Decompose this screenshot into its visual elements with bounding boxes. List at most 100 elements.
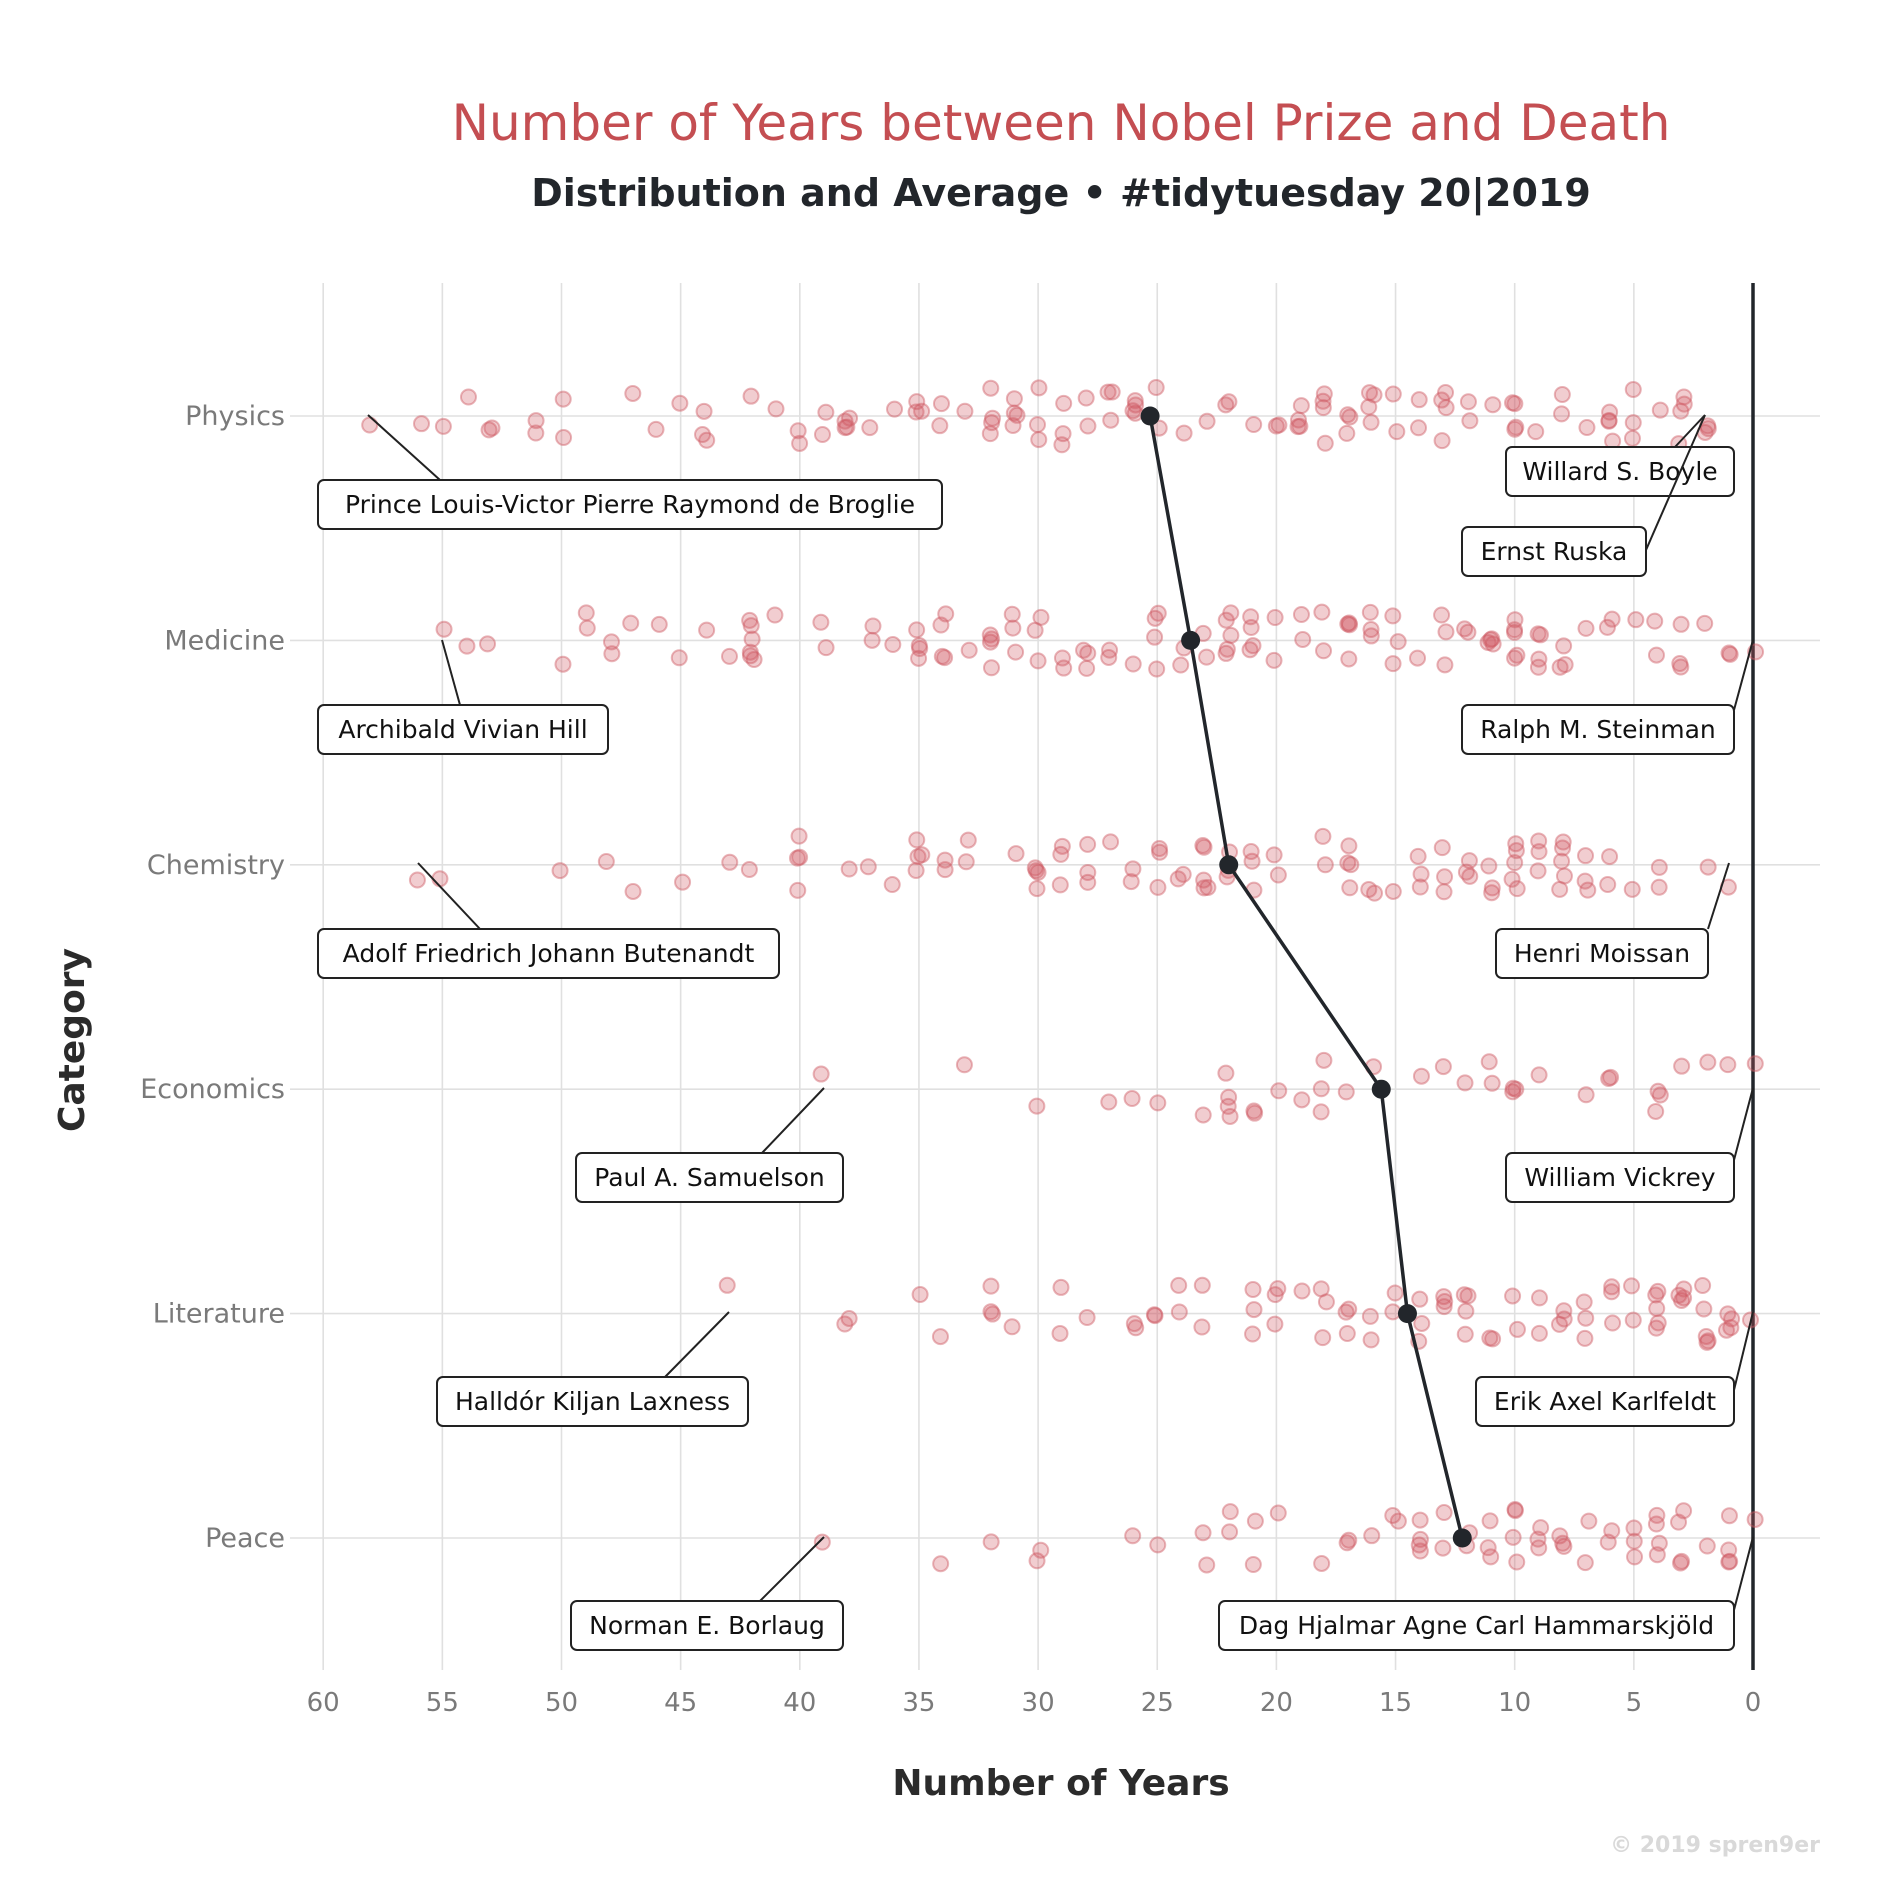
- data-point: [1531, 626, 1549, 644]
- data-point: [1149, 1536, 1167, 1554]
- data-point: [1409, 649, 1427, 667]
- data-point: [1217, 1064, 1235, 1082]
- data-point: [670, 649, 688, 667]
- data-point: [984, 409, 1002, 427]
- data-point: [1411, 878, 1429, 896]
- annotation-box: [1495, 928, 1709, 979]
- data-point: [1007, 643, 1025, 661]
- data-point: [1580, 1512, 1598, 1530]
- data-point: [1556, 656, 1574, 674]
- data-point: [434, 417, 452, 435]
- data-point: [1078, 659, 1096, 677]
- data-point: [1242, 843, 1260, 861]
- data-point: [1220, 393, 1238, 411]
- data-point: [1508, 1320, 1526, 1338]
- data-point: [577, 604, 595, 622]
- data-point: [647, 420, 665, 438]
- data-point: [1434, 1539, 1452, 1557]
- data-point: [1337, 1303, 1355, 1321]
- average-point: [1452, 1528, 1472, 1548]
- data-point: [1648, 1299, 1666, 1317]
- annotation-leader: [761, 1087, 825, 1154]
- data-point: [836, 1315, 854, 1333]
- data-point: [1170, 1276, 1188, 1294]
- data-point: [1598, 618, 1616, 636]
- data-point: [1315, 1051, 1333, 1069]
- data-point: [1746, 1055, 1764, 1073]
- data-point: [1698, 1537, 1716, 1555]
- data-point: [1722, 1319, 1740, 1337]
- data-point: [459, 388, 477, 406]
- data-point: [1671, 654, 1689, 672]
- data-point: [1675, 388, 1693, 406]
- data-point: [817, 639, 835, 657]
- data-point: [1409, 847, 1427, 865]
- data-point: [694, 426, 712, 444]
- annotation-leader: [1645, 414, 1706, 551]
- annotation-leader: [417, 862, 481, 930]
- data-point: [1004, 619, 1022, 637]
- data-point: [959, 831, 977, 849]
- data-point: [1647, 1515, 1665, 1533]
- annotation-label: Henri Moissan: [1514, 939, 1690, 968]
- data-point: [1455, 1286, 1473, 1304]
- average-point: [1181, 630, 1201, 650]
- data-point: [1217, 611, 1235, 629]
- data-point: [1242, 608, 1260, 626]
- data-point: [1529, 625, 1547, 643]
- data-point: [1553, 852, 1571, 870]
- data-point: [1054, 425, 1072, 443]
- data-point: [1053, 649, 1071, 667]
- data-point: [1578, 419, 1596, 437]
- annotation-leader: [1733, 1536, 1754, 1611]
- data-point: [911, 639, 929, 657]
- data-point: [1530, 1539, 1548, 1557]
- data-point: [741, 647, 759, 665]
- data-point: [1555, 637, 1573, 655]
- data-point: [1245, 1301, 1263, 1319]
- data-point: [1292, 606, 1310, 624]
- data-point: [1170, 1303, 1188, 1321]
- data-point: [1555, 1302, 1573, 1320]
- data-point: [1411, 1542, 1429, 1560]
- data-point: [982, 1533, 1000, 1551]
- data-point: [1697, 1327, 1715, 1345]
- data-point: [1554, 833, 1572, 851]
- data-point: [1484, 396, 1502, 414]
- data-point: [1672, 402, 1690, 420]
- data-point: [1577, 1309, 1595, 1327]
- data-point: [1506, 420, 1524, 438]
- data-point: [671, 394, 689, 412]
- x-tick-label: 35: [902, 1688, 935, 1718]
- data-point: [1269, 866, 1287, 884]
- data-point: [743, 630, 761, 648]
- data-point: [551, 862, 569, 880]
- data-point: [1626, 1548, 1644, 1566]
- data-point: [1603, 1522, 1621, 1540]
- data-point: [1361, 603, 1379, 621]
- data-point: [1339, 854, 1357, 872]
- data-point: [1459, 1287, 1477, 1305]
- data-point: [791, 848, 809, 866]
- data-point: [1579, 881, 1597, 899]
- data-point: [1436, 656, 1454, 674]
- data-point: [1601, 848, 1619, 866]
- data-point: [1269, 1280, 1287, 1298]
- data-point: [1198, 648, 1216, 666]
- data-point: [931, 1328, 949, 1346]
- data-point: [1265, 846, 1283, 864]
- data-point: [1435, 1504, 1453, 1522]
- data-point: [1100, 648, 1118, 666]
- data-point: [1624, 1311, 1642, 1329]
- data-point: [1529, 1530, 1547, 1548]
- data-point: [1504, 394, 1522, 412]
- data-point: [1508, 646, 1526, 664]
- annotation-label: Archibald Vivian Hill: [338, 715, 587, 744]
- data-point: [1314, 827, 1332, 845]
- data-point: [1384, 385, 1402, 403]
- data-point: [1361, 384, 1379, 402]
- data-point: [1720, 1541, 1738, 1559]
- data-point: [1270, 416, 1288, 434]
- data-point: [1314, 399, 1332, 417]
